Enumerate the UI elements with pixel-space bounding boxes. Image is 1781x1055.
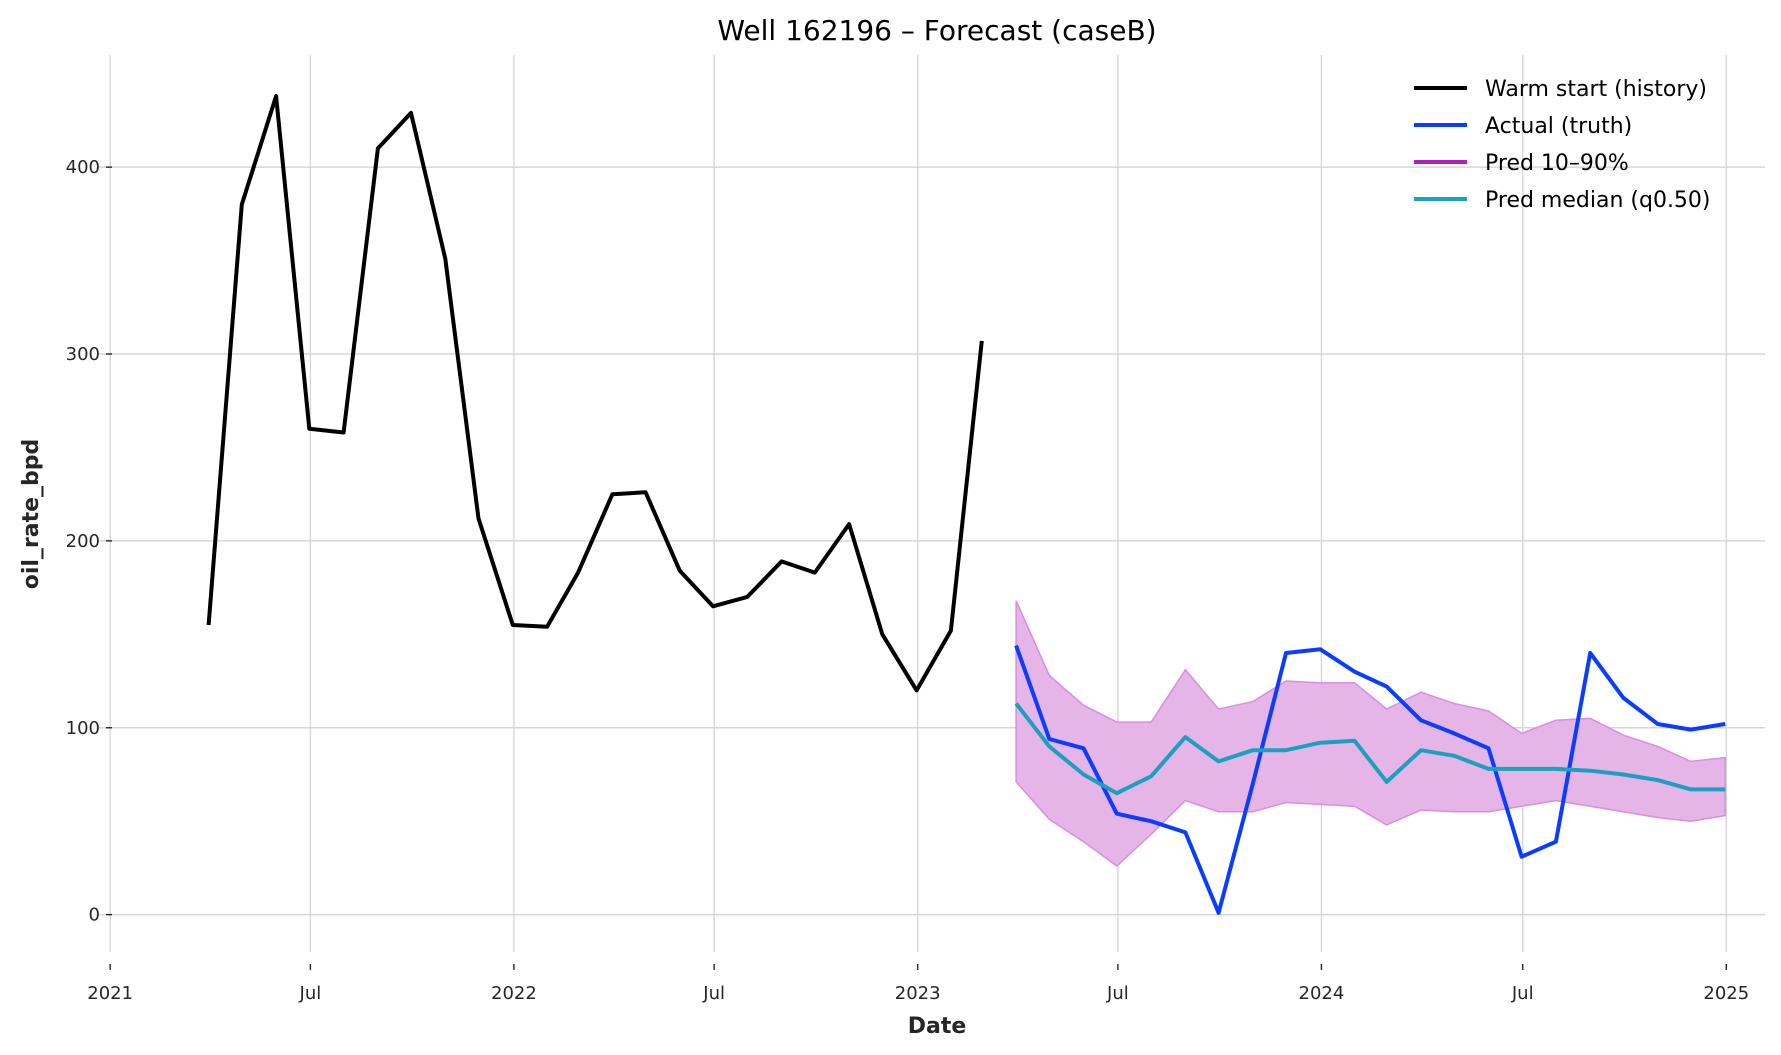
prediction-band-layer xyxy=(1015,600,1726,867)
y-tick-label: 100 xyxy=(66,718,100,739)
x-tick-label: Jul xyxy=(702,983,725,1004)
series-lines xyxy=(206,94,1726,915)
y-axis-label: oil_rate_bpd xyxy=(19,439,44,590)
x-tick-label: Jul xyxy=(299,983,322,1004)
y-tick-label: 200 xyxy=(66,531,100,552)
legend-label-0: Warm start (history) xyxy=(1485,77,1707,102)
x-tick-label: Jul xyxy=(1106,983,1129,1004)
x-tick-label: 2023 xyxy=(895,983,941,1004)
x-axis-label: Date xyxy=(908,1014,967,1039)
x-tick-label: 2024 xyxy=(1299,983,1345,1004)
x-tick-label: 2022 xyxy=(491,983,537,1004)
axis-ticks: 0 100 200 300 400 2021 Jul 2022 Jul 2023 Jul 2024 Ju… xyxy=(66,157,1750,1004)
legend-label-3: Pred median (q0.50) xyxy=(1485,188,1711,213)
prediction-band-10-90 xyxy=(1015,600,1726,867)
x-tick-label: 2025 xyxy=(1703,983,1749,1004)
legend: Warm start (history) Actual (truth) Pred 1… xyxy=(1414,77,1711,213)
legend-label-1: Actual (truth) xyxy=(1485,114,1632,139)
x-tick-label: 2021 xyxy=(87,983,133,1004)
series-line-0 xyxy=(206,94,984,693)
series-line-1 xyxy=(1014,644,1726,915)
x-tick-label: Jul xyxy=(1511,983,1534,1004)
chart-title: Well 162196 – Forecast (caseB) xyxy=(717,14,1156,47)
y-tick-label: 0 xyxy=(89,905,100,926)
y-tick-label: 400 xyxy=(66,157,100,178)
y-tick-label: 300 xyxy=(66,344,100,365)
legend-label-2: Pred 10–90% xyxy=(1485,151,1629,176)
series-line-3 xyxy=(1014,702,1726,796)
